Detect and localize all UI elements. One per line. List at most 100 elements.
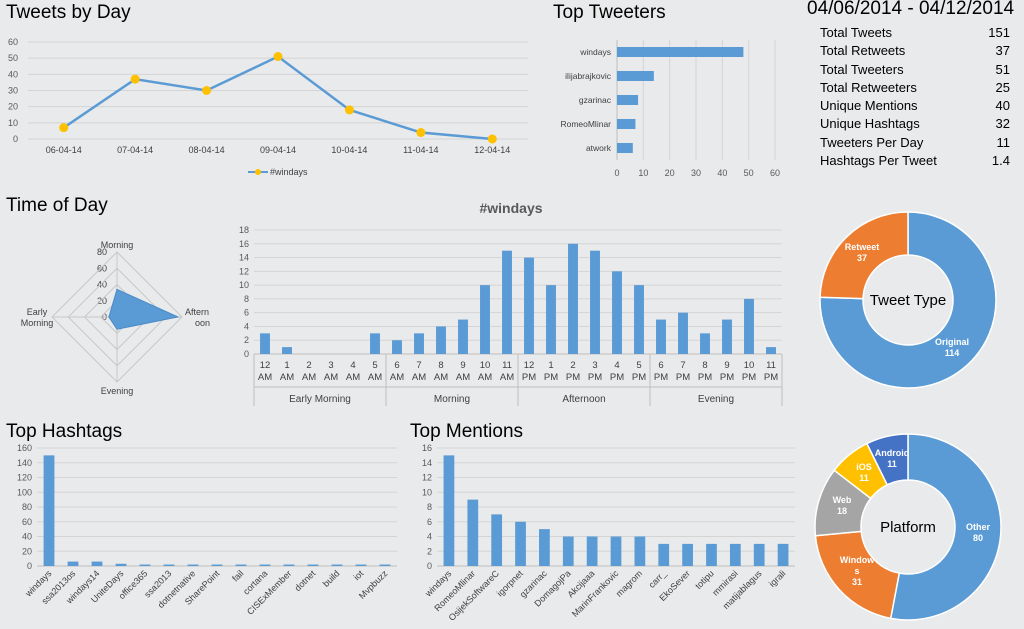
bar	[682, 543, 693, 566]
donut-center-label: Tweet Type	[870, 292, 946, 309]
bar	[282, 347, 292, 354]
stat-label: Tweeters Per Day	[820, 134, 924, 150]
x-tick-label: 1	[548, 360, 553, 371]
date-start: 04/06/2014	[807, 0, 903, 19]
date-range: 04/06/2014 - 04/12/2014	[807, 0, 1014, 20]
x-tick-label: 4	[350, 360, 355, 371]
y-tick-label: RomeoMlinar	[560, 119, 611, 129]
x-tick-label: 10	[638, 168, 648, 178]
data-point	[130, 74, 140, 84]
y-tick-label: 60	[22, 517, 32, 527]
bar	[539, 529, 550, 566]
bar	[43, 455, 55, 566]
stat-label: Total Tweeters	[820, 61, 904, 77]
stat-value: 1.4	[991, 153, 1010, 169]
stat-row: Total Tweets 151	[820, 24, 1010, 42]
bar	[414, 333, 424, 354]
stat-row: Unique Hashtags 32	[820, 115, 1010, 133]
x-tick-label: PM	[588, 372, 602, 383]
x-tick-label: 5	[636, 360, 641, 371]
bar	[115, 563, 127, 566]
stat-value: 11	[996, 134, 1011, 150]
stat-label: Total Tweets	[820, 25, 893, 40]
x-tick-label: fail	[230, 568, 245, 583]
x-tick-label: AM	[258, 372, 272, 383]
y-tick-label: 12	[239, 266, 249, 276]
time-of-day-chart: 020406080MorningAfternoonEveningEarlyMor…	[21, 240, 210, 396]
y-tick-label: 60	[8, 37, 18, 47]
x-tick-label: 20	[665, 168, 675, 178]
y-tick-label: 40	[22, 532, 32, 542]
data-point	[487, 134, 497, 144]
stat-value: 32	[995, 116, 1010, 132]
x-tick-label: PM	[698, 372, 712, 383]
donut-center-label: Platform	[880, 519, 936, 536]
bar	[331, 564, 343, 566]
stat-value: 37	[995, 43, 1010, 59]
stat-row: Total Retweeters 25	[820, 79, 1010, 97]
bar	[235, 564, 247, 566]
y-tick-label: 2	[244, 335, 249, 345]
y-tick-label: 4	[427, 532, 432, 542]
bar	[777, 543, 789, 566]
radar-axis-label: Evening	[101, 386, 134, 396]
y-tick-label: 6	[244, 308, 249, 318]
x-tick-label: AM	[390, 372, 404, 383]
x-tick-label: AM	[302, 372, 316, 383]
x-tick-label: 8	[702, 360, 707, 371]
bar	[610, 536, 622, 566]
x-tick-label: AM	[456, 372, 470, 383]
x-tick-label: AM	[434, 372, 448, 383]
x-tick-label: AM	[346, 372, 360, 383]
radar-area	[108, 288, 180, 330]
slice-label: iOS	[856, 462, 872, 472]
y-tick-label: 14	[239, 253, 249, 263]
x-tick-label: 9	[724, 360, 729, 371]
x-tick-label: PM	[522, 372, 536, 383]
x-tick-label: 11	[766, 360, 776, 371]
slice-label: 37	[857, 253, 867, 263]
data-point	[416, 128, 426, 138]
x-tick-label: PM	[632, 372, 646, 383]
stat-label: Hashtags Per Tweet	[820, 153, 937, 169]
x-tick-label: 12	[524, 360, 535, 371]
stat-label: Total Retweeters	[820, 79, 917, 95]
y-tick-label: 0	[244, 349, 249, 359]
stat-label: Total Retweets	[820, 43, 906, 59]
bar	[634, 285, 644, 354]
bar	[729, 543, 741, 566]
y-tick-label: 40	[8, 69, 18, 79]
y-tick-label: windays	[579, 47, 611, 57]
bar	[443, 455, 455, 566]
slice-label: Web	[833, 495, 852, 505]
x-tick-label: 4	[614, 360, 619, 371]
legend-label: #windays	[270, 167, 308, 177]
slice-label: Original	[935, 337, 969, 347]
bar	[744, 298, 754, 354]
y-tick-label: 16	[422, 443, 432, 453]
x-tick-label: AM	[280, 372, 294, 383]
y-tick-label: 20	[22, 546, 32, 556]
y-tick-label: 4	[244, 321, 249, 331]
stat-label: Unique Hashtags	[820, 116, 920, 132]
bar	[658, 543, 670, 566]
x-tick-label: 09-04-14	[260, 145, 296, 155]
radar-tick-label: 80	[97, 247, 107, 257]
radar-tick-label: 60	[97, 263, 107, 273]
y-tick-label: 0	[13, 134, 18, 144]
x-tick-label: 9	[460, 360, 465, 371]
x-tick-label: 30	[691, 168, 701, 178]
legend-marker	[255, 169, 261, 175]
x-tick-label: AM	[324, 372, 338, 383]
stat-row: Tweeters Per Day 11	[820, 134, 1010, 152]
x-tick-label: 8	[438, 360, 443, 371]
y-tick-label: atwork	[586, 143, 612, 153]
bar	[259, 564, 271, 566]
stat-row: Hashtags Per Tweet 1.4	[820, 152, 1010, 170]
bar	[700, 333, 710, 354]
x-tick-label: 11	[502, 360, 512, 371]
radar-tick-label: 20	[97, 296, 107, 306]
x-tick-label: 07-04-14	[117, 145, 153, 155]
radar-axis-label: Early	[27, 307, 48, 317]
